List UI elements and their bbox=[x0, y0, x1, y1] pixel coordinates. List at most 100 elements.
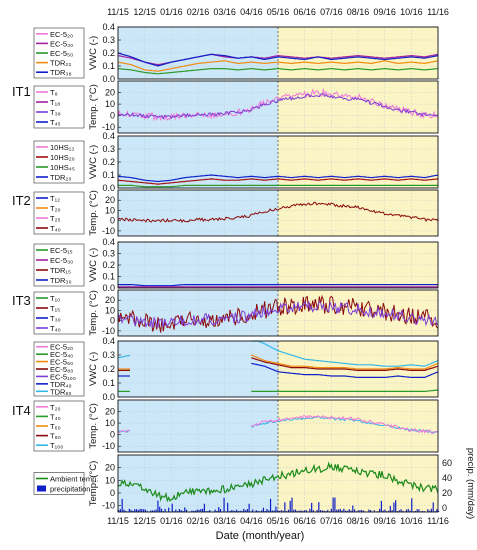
series-line bbox=[118, 184, 438, 188]
precip-bar bbox=[327, 509, 329, 512]
precip-bar bbox=[168, 507, 170, 512]
precip-bar bbox=[227, 502, 229, 512]
precip-bar bbox=[345, 510, 347, 512]
series-line bbox=[251, 354, 439, 370]
y-tick-label: 10 bbox=[105, 305, 115, 315]
precip-bar bbox=[214, 509, 216, 512]
precip-bar bbox=[219, 508, 222, 512]
legend-label: TDR₃₀ bbox=[50, 276, 72, 285]
precip-bar bbox=[427, 509, 429, 512]
precip-bar bbox=[316, 509, 318, 512]
top-tick-label: 02/16 bbox=[187, 7, 210, 17]
legend: EC-5₂₀EC-5₄₀EC-5₆₀EC-5₈₀EC-5₁₀₀TDR₄₀TDR₉… bbox=[33, 341, 85, 397]
y-axis-label: VWC (-) bbox=[88, 352, 99, 386]
y-tick-label: 0.0 bbox=[102, 392, 115, 402]
precip-bar bbox=[303, 510, 306, 512]
precip-bar bbox=[257, 510, 259, 512]
precip-bar bbox=[255, 510, 257, 512]
x-axis-label: Date (month/year) bbox=[216, 530, 305, 542]
precip-bar bbox=[216, 510, 218, 512]
right-tick-label: 20 bbox=[442, 488, 452, 498]
legend-label: T₁₀ bbox=[50, 294, 60, 303]
y-axis-label: VWC (-) bbox=[88, 145, 99, 179]
summer-shade bbox=[278, 81, 438, 133]
legend-label: EC-5₂₀ bbox=[50, 30, 73, 39]
y-tick-label: -10 bbox=[102, 441, 115, 451]
precip-bar bbox=[235, 509, 238, 512]
precip-bar bbox=[416, 509, 418, 512]
winter-shade bbox=[118, 81, 278, 133]
precip-bar bbox=[232, 510, 234, 512]
panel-frame bbox=[117, 189, 439, 237]
precip-bar bbox=[368, 509, 370, 512]
y-tick-label: 0.4 bbox=[102, 336, 115, 346]
top-tick-label: 12/15 bbox=[133, 7, 156, 17]
precip-bar bbox=[432, 502, 434, 512]
y-tick-label: 0.3 bbox=[102, 144, 115, 154]
precip-bar bbox=[361, 509, 363, 512]
legend-label: EC-5₅₀ bbox=[50, 49, 73, 58]
panel-frame bbox=[117, 289, 439, 337]
panel-9: 20 10 0 -10 60 40 20 0 precip. (mm/day) Temp. (°C… bbox=[33, 448, 476, 519]
precip-bar bbox=[271, 510, 273, 512]
precip-bar bbox=[203, 503, 206, 512]
y-axis-label: VWC (-) bbox=[88, 248, 99, 282]
precip-bar bbox=[157, 500, 159, 512]
precip-bar bbox=[330, 508, 332, 512]
precip-bar bbox=[262, 507, 265, 512]
series-line bbox=[117, 429, 131, 434]
precip-bar bbox=[185, 509, 188, 512]
precip-bar bbox=[171, 503, 173, 512]
series-line bbox=[117, 201, 439, 223]
top-tick-label: 10/16 bbox=[400, 7, 423, 17]
instrument-group-label: IT2 bbox=[12, 193, 31, 208]
series-line bbox=[118, 284, 438, 287]
panel-frame bbox=[117, 454, 439, 513]
y-axis-label: Temp. (°C) bbox=[88, 461, 99, 507]
series-line bbox=[251, 340, 439, 367]
series-line bbox=[251, 362, 439, 378]
legend-label: TDR₉₀ bbox=[50, 387, 72, 396]
y-tick-label: 10 bbox=[105, 418, 115, 428]
right-tick-label: 40 bbox=[442, 473, 452, 483]
bottom-tick-label: 07/16 bbox=[320, 516, 343, 526]
bottom-tick-label: 08/16 bbox=[347, 516, 370, 526]
precip-bar bbox=[278, 510, 281, 512]
precip-bar bbox=[384, 509, 386, 512]
precip-bar bbox=[309, 508, 311, 512]
y-tick-label: 0.3 bbox=[102, 350, 115, 360]
bottom-tick-label: 12/15 bbox=[133, 516, 156, 526]
precip-bar bbox=[405, 509, 408, 512]
winter-shade bbox=[118, 190, 278, 236]
legend-label: TDR₃₈ bbox=[50, 68, 72, 77]
bottom-tick-label: 06/16 bbox=[293, 516, 316, 526]
precip-bar bbox=[286, 511, 288, 512]
y-tick-label: 10 bbox=[105, 475, 115, 485]
precip-bar bbox=[269, 498, 272, 512]
precip-bar bbox=[275, 506, 277, 512]
bottom-tick-label: 10/16 bbox=[400, 516, 423, 526]
right-tick-label: 60 bbox=[442, 458, 452, 468]
precip-bar bbox=[132, 510, 134, 512]
y-tick-label: 20 bbox=[105, 295, 115, 305]
precip-bar bbox=[350, 510, 352, 512]
top-date-axis: 11/15 12/15 01/16 02/16 03/16 04/16 05/16 06/16… bbox=[107, 7, 449, 17]
precip-bar bbox=[418, 509, 420, 512]
y-tick-label: 0.2 bbox=[102, 48, 115, 58]
legend-label: EC-5₃₀ bbox=[50, 39, 73, 48]
series-line bbox=[117, 461, 439, 503]
precip-bar bbox=[391, 510, 393, 512]
precip-bar bbox=[296, 511, 298, 512]
legend-label: T₄₀ bbox=[50, 224, 61, 233]
precip-bar bbox=[123, 509, 125, 512]
y-tick-label: 0 bbox=[110, 111, 115, 121]
precip-bar bbox=[287, 509, 290, 512]
legend-label: T₈₀ bbox=[50, 432, 61, 441]
precip-bar bbox=[178, 509, 180, 512]
